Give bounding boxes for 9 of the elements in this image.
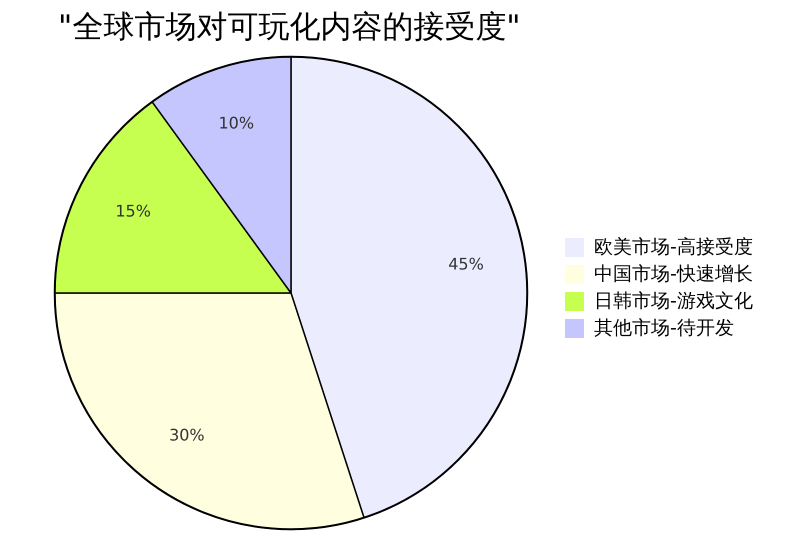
data-label: 45%	[448, 254, 484, 274]
data-label: 15%	[115, 202, 151, 221]
data-label: 10%	[218, 114, 254, 133]
legend-label: 其他市场-待开发	[594, 316, 734, 341]
chart-title: "全球市场对可玩化内容的接受度"	[58, 8, 521, 47]
data-label: 30%	[169, 426, 205, 445]
legend-label: 日韩市场-游戏文化	[594, 289, 753, 314]
legend-label: 中国市场-快速增长	[594, 262, 753, 287]
legend-label: 欧美市场-高接受度	[594, 235, 753, 260]
